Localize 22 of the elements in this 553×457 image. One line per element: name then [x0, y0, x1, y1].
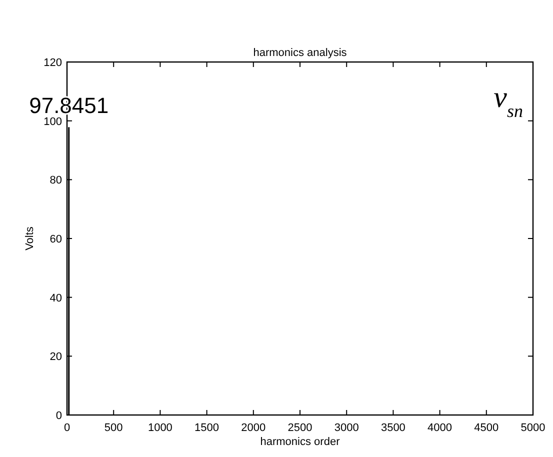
y-tick-label: 100	[44, 116, 62, 128]
chart-title: harmonics analysis	[253, 47, 348, 59]
x-tick-label: 3500	[380, 422, 406, 434]
y-tick-label: 120	[44, 57, 62, 69]
x-tick-label: 2000	[241, 422, 266, 434]
y-tick-label: 60	[50, 234, 62, 246]
x-tick-label: 1500	[194, 422, 220, 434]
x-tick-label: 4000	[428, 422, 452, 434]
x-tick-label: 5000	[520, 422, 546, 434]
x-tick-label: 2500	[288, 422, 312, 434]
annotation: v$_{sn}$	[494, 81, 523, 121]
y-tick-label: 40	[50, 292, 62, 304]
y-tick-label: 0	[56, 410, 62, 422]
x-tick-label: 0	[64, 422, 70, 434]
x-tick-label: 4500	[474, 422, 499, 434]
x-axis-title: harmonics order	[260, 436, 340, 448]
x-tick-label: 500	[104, 422, 123, 434]
x-tick-label: 3000	[334, 422, 359, 434]
y-tick-label: 80	[50, 174, 62, 187]
y-tick-label: 20	[50, 351, 62, 364]
x-tick-label: 1000	[148, 422, 172, 434]
y-axis-title: Volts	[24, 226, 36, 250]
